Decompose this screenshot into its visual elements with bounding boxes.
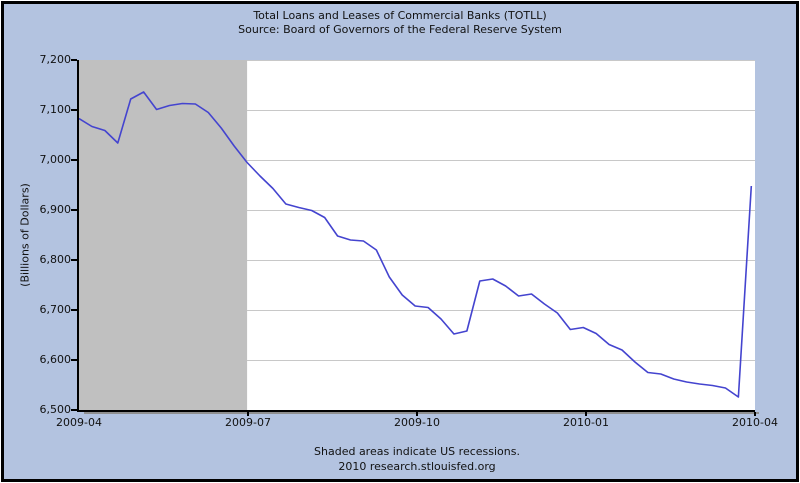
chart-footer: Shaded areas indicate US recessions. 201… xyxy=(79,444,755,474)
y-tick-mark xyxy=(71,309,77,311)
y-tick-mark xyxy=(71,159,77,161)
y-tick-mark xyxy=(71,259,77,261)
chart-header: Total Loans and Leases of Commercial Ban… xyxy=(0,9,800,37)
y-tick-mark xyxy=(71,109,77,111)
y-tick-label: 7,100 xyxy=(39,103,72,116)
x-tick-mark xyxy=(754,412,756,416)
x-tick-mark xyxy=(247,412,249,416)
chart-canvas xyxy=(79,60,755,410)
y-tick-label: 6,600 xyxy=(39,353,72,366)
y-tick-label: 6,900 xyxy=(39,203,72,216)
y-tick-label: 7,000 xyxy=(39,153,72,166)
data-line-totll xyxy=(79,91,753,398)
y-tick-label: 6,800 xyxy=(39,253,72,266)
recession-note: Shaded areas indicate US recessions. xyxy=(314,445,520,458)
y-tick-label: 7,200 xyxy=(39,53,72,66)
x-tick-mark xyxy=(585,412,587,416)
axis-shadow xyxy=(84,412,759,414)
chart-title: Total Loans and Leases of Commercial Ban… xyxy=(253,9,547,22)
y-tick-mark xyxy=(71,59,77,61)
recession-band xyxy=(79,60,248,410)
y-tick-mark xyxy=(71,409,77,411)
x-tick-label: 2010-01 xyxy=(563,416,609,429)
x-tick-label: 2009-10 xyxy=(394,416,440,429)
chart-subtitle: Source: Board of Governors of the Federa… xyxy=(238,23,562,36)
y-tick-mark xyxy=(71,359,77,361)
x-tick-label: 2009-07 xyxy=(225,416,271,429)
plot-area xyxy=(77,60,755,412)
x-tick-label: 2010-04 xyxy=(732,416,778,429)
x-tick-mark xyxy=(416,412,418,416)
y-tick-mark xyxy=(71,209,77,211)
attribution: 2010 research.stlouisfed.org xyxy=(338,460,496,473)
x-tick-label: 2009-04 xyxy=(56,416,102,429)
y-axis-title: (Billions of Dollars) xyxy=(18,183,32,287)
y-tick-label: 6,500 xyxy=(39,403,72,416)
y-tick-label: 6,700 xyxy=(39,303,72,316)
